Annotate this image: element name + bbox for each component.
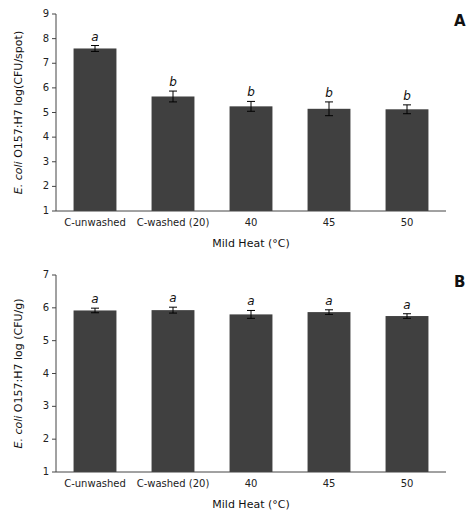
panel-label: B xyxy=(454,273,465,291)
y-tick xyxy=(52,340,56,341)
y-tick xyxy=(52,186,56,187)
bar xyxy=(308,312,351,472)
y-tick xyxy=(52,307,56,308)
y-tick-label: 6 xyxy=(43,82,49,93)
annotation: a xyxy=(247,294,254,308)
error-bar xyxy=(169,307,177,313)
x-tick-label: 45 xyxy=(323,478,336,489)
y-tick xyxy=(52,275,56,276)
y-tick-label: 5 xyxy=(43,107,49,118)
y-tick xyxy=(52,87,56,88)
y-tick xyxy=(52,211,56,212)
y-tick xyxy=(52,14,56,15)
panel-label: A xyxy=(454,12,466,30)
y-tick-label: 7 xyxy=(43,57,49,68)
annotation: a xyxy=(403,298,410,312)
y-tick xyxy=(52,406,56,407)
error-bar xyxy=(325,102,333,116)
error-bar xyxy=(403,314,411,319)
y-tick xyxy=(52,373,56,374)
bar xyxy=(308,109,351,211)
annotation: b xyxy=(325,86,333,100)
y-axis-label: E. coli O157:H7 log (CFU/g) xyxy=(12,298,25,448)
annotation: a xyxy=(91,30,98,44)
y-tick-label: 2 xyxy=(43,180,49,191)
annotation: a xyxy=(91,292,98,306)
y-tick-label: 7 xyxy=(43,269,49,280)
annotation: a xyxy=(169,291,176,305)
y-tick-label: 3 xyxy=(43,156,49,167)
annotation: b xyxy=(247,85,255,99)
y-tick-label: 3 xyxy=(43,400,49,411)
y-tick-label: 9 xyxy=(43,8,49,19)
annotation: b xyxy=(169,75,177,89)
annotation: a xyxy=(325,294,332,308)
bar xyxy=(230,314,273,472)
panel: 123456789abbbbC-unwashedC-washed (20)404… xyxy=(12,8,466,250)
error-bar xyxy=(403,105,411,114)
bar xyxy=(74,310,117,472)
y-tick xyxy=(52,63,56,64)
x-axis xyxy=(56,211,446,212)
x-tick-label: C-unwashed xyxy=(64,217,126,228)
error-bar xyxy=(91,308,99,313)
bars xyxy=(74,307,429,472)
bar xyxy=(152,310,195,472)
y-tick xyxy=(52,38,56,39)
x-tick-label: C-washed (20) xyxy=(137,217,210,228)
x-axis xyxy=(56,472,446,473)
bar xyxy=(386,109,429,211)
x-tick-label: 40 xyxy=(245,217,258,228)
y-tick-label: 5 xyxy=(43,335,49,346)
y-tick-label: 8 xyxy=(43,33,49,44)
bar xyxy=(74,48,117,211)
y-tick-label: 1 xyxy=(43,205,49,216)
x-tick-label: 45 xyxy=(323,217,336,228)
x-axis-label: Mild Heat (°C) xyxy=(212,237,289,250)
y-tick-label: 6 xyxy=(43,302,49,313)
bar xyxy=(152,96,195,211)
error-bar xyxy=(247,101,255,111)
x-tick-label: 40 xyxy=(245,478,258,489)
x-tick-label: 50 xyxy=(401,478,414,489)
y-axis-label: E. coli O157:H7 log(CFU/spot) xyxy=(12,31,25,194)
y-tick xyxy=(52,472,56,473)
bar xyxy=(386,316,429,472)
x-tick-label: C-unwashed xyxy=(64,478,126,489)
y-tick xyxy=(52,161,56,162)
error-bar xyxy=(169,91,177,102)
x-tick-label: 50 xyxy=(401,217,414,228)
error-bar xyxy=(247,310,255,318)
y-tick xyxy=(52,439,56,440)
x-tick-label: C-washed (20) xyxy=(137,478,210,489)
y-tick-label: 2 xyxy=(43,433,49,444)
annotation: b xyxy=(403,89,411,103)
y-tick-label: 4 xyxy=(43,131,49,142)
y-tick xyxy=(52,112,56,113)
bar xyxy=(230,106,273,211)
y-tick xyxy=(52,137,56,138)
bars xyxy=(74,46,429,211)
y-tick-label: 1 xyxy=(43,466,49,477)
y-tick-label: 4 xyxy=(43,368,49,379)
panel: 1234567aaaaaC-unwashedC-washed (20)40455… xyxy=(12,269,465,511)
error-bar xyxy=(325,310,333,315)
y-axis xyxy=(56,14,57,211)
x-axis-label: Mild Heat (°C) xyxy=(212,498,289,511)
figure: 123456789abbbbC-unwashedC-washed (20)404… xyxy=(0,0,474,522)
y-axis xyxy=(56,275,57,472)
error-bar xyxy=(91,46,99,52)
